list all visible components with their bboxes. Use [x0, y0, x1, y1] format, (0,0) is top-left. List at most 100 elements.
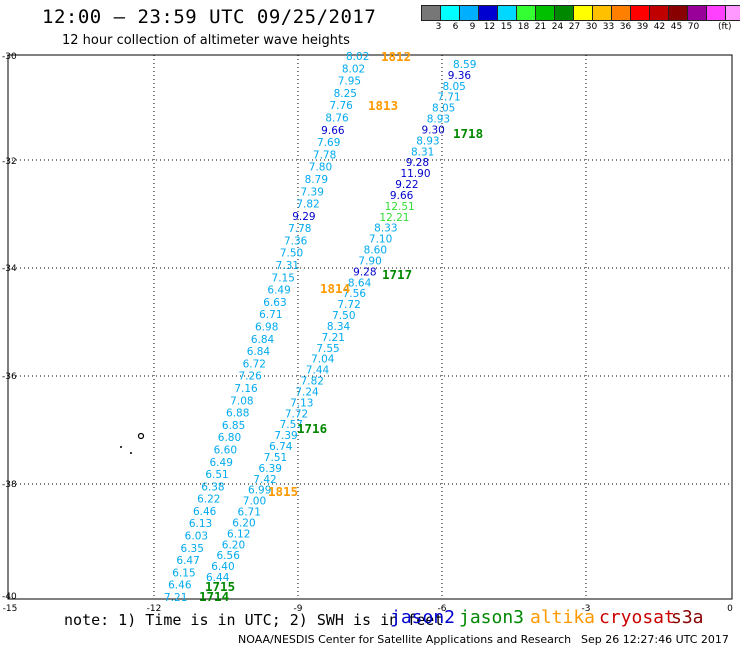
- satellite-legend-jason3: jason3: [459, 607, 525, 628]
- swh-value-east-track: 7.72: [337, 299, 360, 311]
- swh-value-west-track: 7.39: [301, 186, 324, 198]
- legend-label: 18: [517, 22, 530, 32]
- swh-value-east-track: 8.93: [427, 114, 450, 126]
- swh-value-west-track: 8.79: [305, 174, 328, 186]
- swh-value-west-track: 6.15: [172, 567, 195, 579]
- swh-value-east-track: 12.21: [379, 212, 409, 224]
- pass-label: 1813: [368, 98, 398, 113]
- legend-label: 36: [619, 22, 632, 32]
- swh-value-east-track: 8.59: [453, 59, 476, 71]
- swh-value-east-track: 6.20: [232, 517, 255, 529]
- longitude-tick-label: -15: [3, 604, 18, 614]
- swh-value-west-track: 6.22: [197, 494, 220, 506]
- swh-value-west-track: 7.95: [338, 76, 361, 88]
- legend-label: 27: [568, 22, 581, 32]
- swh-value-east-track: 8.33: [374, 223, 397, 235]
- map-frame: [7, 54, 733, 600]
- swh-value-west-track: 7.31: [276, 260, 299, 272]
- island-marker: [137, 432, 145, 440]
- pass-label: 1814: [320, 281, 350, 296]
- chart-subtitle: 12 hour collection of altimeter wave hei…: [62, 33, 350, 48]
- swh-value-east-track: 6.99: [248, 485, 271, 497]
- credit-text: NOAA/NESDIS Center for Satellite Applica…: [238, 633, 572, 646]
- swh-value-east-track: 7.56: [343, 288, 367, 300]
- swh-value-west-track: 7.15: [272, 272, 295, 284]
- legend-label: 12: [483, 22, 496, 32]
- swh-value-east-track: 8.05: [432, 103, 455, 115]
- swh-value-east-track: 6.20: [222, 539, 245, 551]
- satellite-legend-altika: altika: [530, 607, 596, 628]
- pass-label: 1717: [382, 267, 412, 282]
- swh-value-west-track: 7.76: [329, 100, 353, 112]
- swh-value-west-track: 7.26: [238, 371, 262, 383]
- legend-label: 15: [500, 22, 513, 32]
- swh-value-east-track: 6.40: [211, 561, 234, 573]
- legend-label: 21: [534, 22, 547, 32]
- swh-value-east-track: 7.21: [322, 332, 345, 344]
- pass-label: 1815: [268, 484, 298, 499]
- latitude-tick-label: -38: [2, 480, 17, 490]
- swh-value-east-track: 9.22: [395, 179, 418, 191]
- satellite-legend-cryosat: cryosat: [599, 607, 675, 628]
- latitude-tick-label: -32: [2, 157, 17, 167]
- swh-value-east-track: 8.34: [327, 321, 351, 333]
- swh-value-west-track: 8.25: [334, 88, 357, 100]
- swh-value-west-track: 7.78: [313, 149, 336, 161]
- swh-value-east-track: 7.71: [437, 92, 460, 104]
- swh-value-east-track: 8.31: [411, 146, 434, 158]
- swh-value-west-track: 7.82: [296, 199, 319, 211]
- swh-value-east-track: 12.51: [385, 201, 415, 213]
- swh-value-west-track: 6.71: [259, 309, 282, 321]
- legend-label: 70: [687, 22, 700, 32]
- swh-value-east-track: 7.51: [264, 452, 287, 464]
- swh-value-east-track: 6.56: [217, 550, 241, 562]
- swh-value-west-track: 7.50: [280, 248, 303, 260]
- swh-value-east-track: 7.72: [285, 408, 308, 420]
- swh-value-east-track: 6.71: [238, 507, 261, 519]
- swh-value-east-track: 11.90: [400, 168, 430, 180]
- swh-value-west-track: 7.36: [284, 235, 308, 247]
- chart-title: 12:00 — 23:59 UTC 09/25/2017: [42, 6, 377, 28]
- legend-swatch: [725, 5, 740, 21]
- swh-value-west-track: 9.66: [321, 125, 345, 137]
- swh-value-east-track: 9.66: [390, 190, 414, 202]
- swh-value-west-track: 6.63: [263, 297, 286, 309]
- swh-value-east-track: 6.74: [269, 441, 293, 453]
- swh-value-east-track: 8.60: [364, 245, 387, 257]
- swh-value-west-track: 8.02: [346, 51, 369, 63]
- swh-value-east-track: 7.57: [280, 419, 303, 431]
- island-dot: [130, 452, 132, 454]
- legend-label: 9: [469, 22, 476, 32]
- swh-value-west-track: 6.88: [226, 408, 249, 420]
- longitude-tick-label: -6: [438, 604, 447, 614]
- swh-value-west-track: 6.47: [176, 555, 199, 567]
- swh-value-west-track: 7.08: [230, 395, 253, 407]
- swh-value-west-track: 6.03: [185, 531, 208, 543]
- legend-labels: 3 6 9 12 15 18 21 24 27 30 33 36 39 42 45 70: [421, 22, 702, 32]
- swh-value-west-track: 6.46: [168, 580, 192, 592]
- pass-label: 1812: [381, 49, 411, 64]
- legend-label: 39: [636, 22, 649, 32]
- color-legend: [421, 5, 740, 21]
- swh-value-east-track: 6.39: [259, 463, 282, 475]
- pass-label: 1715: [205, 579, 235, 594]
- legend-label: 45: [670, 22, 683, 32]
- swh-value-east-track: 7.55: [316, 343, 339, 355]
- latitude-tick-label: -30: [2, 52, 17, 62]
- longitude-tick-label: 0: [727, 604, 733, 614]
- legend-label: 3: [435, 22, 442, 32]
- swh-value-east-track: 7.04: [311, 354, 335, 366]
- swh-value-east-track: 7.82: [301, 376, 324, 388]
- swh-value-west-track: 7.69: [317, 137, 340, 149]
- pass-label: 1716: [297, 421, 327, 436]
- pass-label: 1714: [199, 589, 229, 604]
- swh-value-east-track: 7.44: [306, 365, 330, 377]
- swh-value-west-track: 7.21: [164, 592, 187, 604]
- swh-value-east-track: 9.28: [406, 157, 429, 169]
- swh-value-west-track: 6.60: [214, 444, 237, 456]
- swh-value-west-track: 6.84: [251, 334, 275, 346]
- timestamp-text: Sep 26 12:27:46 UTC 2017: [581, 633, 729, 646]
- swh-value-east-track: 9.28: [353, 266, 376, 278]
- swh-value-west-track: 6.80: [218, 432, 241, 444]
